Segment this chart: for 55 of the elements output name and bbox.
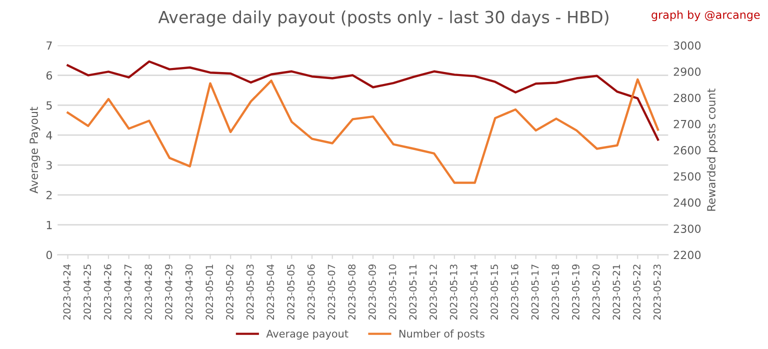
x-tick-label: 2023-05-18 [552,264,560,320]
y2-tick-label: 2500 [674,172,701,181]
x-tick-label: 2023-05-19 [572,264,580,320]
x-tick-label: 2023-05-16 [510,264,518,320]
y-tick-label: 6 [46,71,52,80]
y2-tick-label: 2800 [674,94,701,102]
x-tick-label: 2023-05-21 [612,264,620,320]
y-tick-label: 5 [46,101,52,110]
y-tick-label: 3 [46,161,52,170]
legend-label: Average payout [266,330,348,340]
x-tick-label: 2023-05-01 [206,264,214,320]
y-tick-label: 4 [46,131,52,140]
x-tick-label: 2023-05-17 [531,264,539,320]
x-tick-label: 2023-05-15 [490,264,498,320]
line-series [66,60,660,141]
y2-tick-label: 2300 [674,224,701,233]
x-tick-label: 2023-05-12 [430,264,437,320]
y2-axis-title: Rewarded posts count [706,88,718,211]
x-tick-label: 2023-05-20 [592,264,600,320]
line-series [66,78,660,184]
x-tick-label: 2023-04-25 [84,264,91,320]
x-tick-label: 2023-05-07 [328,264,336,320]
x-tick-label: 2023-05-03 [246,264,254,320]
x-tick-label: 2023-05-10 [388,264,396,320]
x-tick-label: 2023-04-30 [185,264,193,320]
x-tick-label: 2023-05-04 [266,264,274,320]
y-tick-label: 1 [46,220,52,230]
chart-title: Average daily payout (posts only - last 30 days - HBD) [158,10,608,27]
y2-tick-label: 2700 [674,120,701,128]
y2-tick-label: 2900 [674,68,701,76]
x-tick-label: 2023-05-06 [307,264,315,320]
x-tick-label: 2023-05-02 [226,264,234,320]
x-tick-label: 2023-04-27 [124,264,132,320]
x-tick-label: 2023-05-22 [633,264,640,320]
x-tick-label: 2023-05-08 [348,264,356,320]
text: graph by @arcange [652,10,760,22]
x-tick-label: 2023-04-24 [63,264,71,320]
y2-tick-label: 2400 [674,198,701,207]
x-tick-label: 2023-05-14 [470,264,478,320]
x-tick-label: 2023-05-09 [368,264,376,320]
x-tick-label: 2023-05-13 [450,264,458,320]
x-tick-label: 2023-04-29 [165,264,172,320]
y-tick-label: 0 [46,250,52,260]
y2-tick-label: 2200 [674,250,701,260]
x-tick-label: 2023-05-23 [653,264,661,320]
y-tick-label: 7 [46,41,52,50]
y-tick-label: 2 [46,190,52,200]
x-tick-label: 2023-05-11 [409,264,417,320]
y-axis-title: Average Payout [30,106,40,194]
x-tick-label: 2023-05-05 [287,264,294,320]
legend-label: Number of posts [400,330,484,340]
x-tick-label: 2023-04-28 [144,264,152,320]
y2-tick-label: 3000 [674,41,701,50]
y2-tick-label: 2600 [674,146,701,154]
x-tick-label: 2023-04-26 [104,264,112,320]
